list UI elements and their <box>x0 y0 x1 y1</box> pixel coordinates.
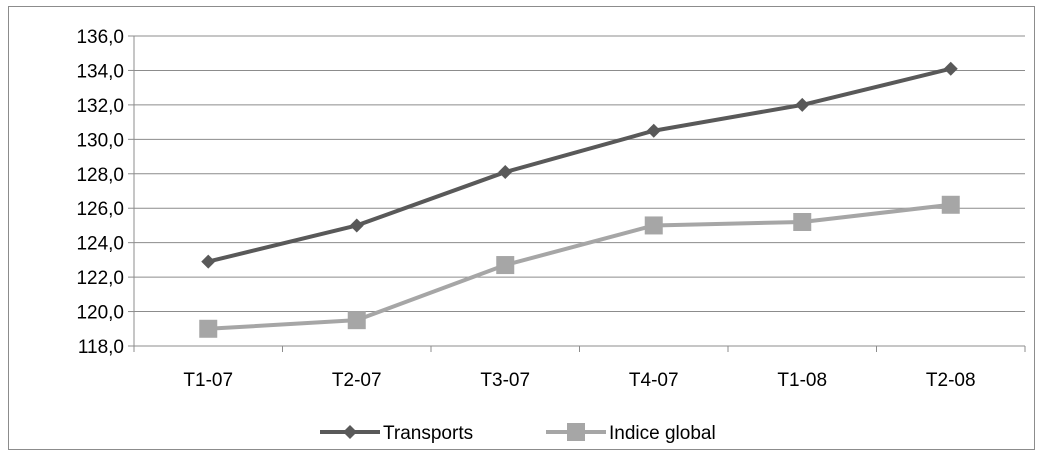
chart-frame <box>8 6 1035 450</box>
x-tick-label: T2-08 <box>926 370 976 391</box>
legend-marker-indice-global <box>567 423 585 441</box>
x-tick-label: T1-08 <box>777 370 827 391</box>
legend-marker-transports <box>343 425 357 439</box>
y-tick-label: 122,0 <box>76 268 124 289</box>
data-point-transports <box>943 61 958 76</box>
y-tick-label: 126,0 <box>76 199 124 220</box>
data-point-indice-global <box>199 319 218 338</box>
y-tick-label: 124,0 <box>76 234 124 255</box>
x-tick-label: T4-07 <box>629 370 679 391</box>
data-point-transports <box>646 123 661 138</box>
x-tick-label: T3-07 <box>480 370 530 391</box>
y-axis-tick-labels: 118,0 120,0 122,0 124,0 126,0 128,0 130,0 132,0… <box>76 27 124 358</box>
series-transports <box>201 61 958 269</box>
data-point-indice-global <box>644 216 663 235</box>
data-point-indice-global <box>793 213 812 231</box>
y-tick-label: 132,0 <box>76 96 124 117</box>
data-point-indice-global <box>347 311 366 330</box>
data-point-transports <box>201 254 216 269</box>
data-point-transports <box>795 97 810 112</box>
axes <box>128 35 1026 352</box>
x-tick-label: T2-07 <box>332 370 382 391</box>
legend-item-transports: Transports <box>320 423 473 444</box>
legend-item-indice-global: Indice global <box>546 423 716 444</box>
gridlines <box>134 35 1025 313</box>
data-point-transports <box>498 165 513 180</box>
y-tick-label: 120,0 <box>76 303 124 324</box>
legend-label-transports: Transports <box>383 423 473 444</box>
x-tick-label: T1-07 <box>183 370 233 391</box>
y-tick-label: 130,0 <box>76 130 124 151</box>
series-indice-global <box>199 195 960 338</box>
data-point-indice-global <box>496 256 515 275</box>
y-tick-label: 128,0 <box>76 165 124 186</box>
series-line-indice-global <box>208 202 951 331</box>
y-tick-label: 134,0 <box>76 61 124 82</box>
series-line-transports <box>207 66 952 264</box>
legend-label-indice-global: Indice global <box>609 423 716 444</box>
data-point-transports <box>349 218 364 233</box>
y-tick-label: 118,0 <box>78 337 124 358</box>
x-axis-tick-labels: T1-07 T2-07 T3-07 T4-07 T1-08 T2-08 <box>183 370 975 391</box>
y-tick-label: 136,0 <box>76 27 124 48</box>
legend: Transports Indice global <box>320 423 716 444</box>
series-lines <box>199 61 960 338</box>
data-point-indice-global <box>941 195 960 214</box>
